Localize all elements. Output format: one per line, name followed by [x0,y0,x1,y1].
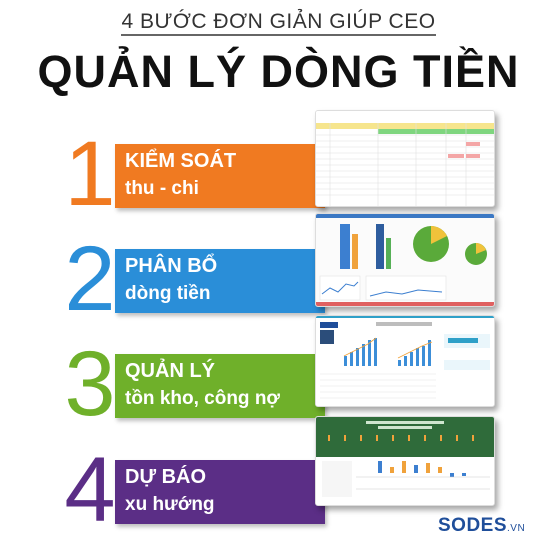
report-thumbnail-icon [316,316,494,406]
step-2-band: PHÂN BỔ dòng tiền [115,249,325,313]
forecast-thumbnail-icon [316,417,494,505]
step-4-subtitle: xu hướng [125,494,215,515]
step-1-number: 1 [64,123,116,225]
step-4-screenshot-thumbnail [315,416,495,506]
step-3-number: 3 [64,333,116,435]
step-3-band: QUẢN LÝ tồn kho, công nợ [115,354,325,418]
step-2-subtitle: dòng tiền [125,283,211,304]
step-2: 2 PHÂN BỔ dòng tiền [0,213,557,329]
step-4-number: 4 [64,439,116,541]
step-1-band: KIỂM SOÁT thu - chi [115,144,325,208]
step-2-number: 2 [64,228,116,330]
step-1-subtitle: thu - chi [125,178,199,199]
step-1-screenshot-thumbnail [315,110,495,207]
step-3-subtitle: tồn kho, công nợ [125,388,280,409]
brand-logo-suffix: .VN [507,523,526,534]
step-2-screenshot-thumbnail [315,213,495,307]
step-2-title: PHÂN BỔ [125,255,218,277]
step-1: 1 KIỂM SOÁT thu - chi [0,110,557,224]
step-3-screenshot-thumbnail [315,315,495,407]
spreadsheet-thumbnail-icon [316,111,494,206]
step-4-title: DỰ BÁO [125,466,207,488]
header-headline: QUẢN LÝ DÒNG TIỀN [37,46,520,97]
step-3: 3 QUẢN LÝ tồn kho, công nợ [0,315,557,434]
step-4-band: DỰ BÁO xu hướng [115,460,325,524]
step-1-title: KIỂM SOÁT [125,150,237,172]
brand-logo: SODES.VN [438,515,525,537]
brand-logo-text: SODES [438,515,508,536]
header-kicker-text: 4 BƯỚC ĐƠN GIẢN GIÚP CEO [121,10,436,36]
header-kicker: 4 BƯỚC ĐƠN GIẢN GIÚP CEO [0,10,557,36]
step-3-title: QUẢN LÝ [125,360,215,382]
dashboard-thumbnail-icon [316,214,494,306]
step-4: 4 DỰ BÁO xu hướng [0,416,557,540]
